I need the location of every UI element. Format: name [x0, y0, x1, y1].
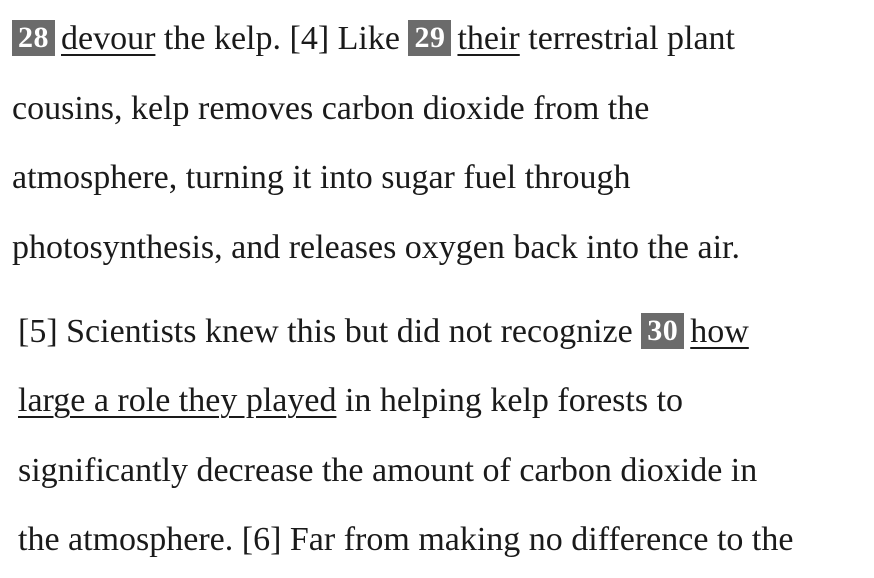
passage-line-7: significantly decrease the amount of car… — [18, 452, 758, 489]
passage-line-5: [5] Scientists knew this but did not rec… — [18, 312, 749, 352]
passage-line-6: large a role they played in helping kelp… — [18, 381, 683, 421]
passage-line-1: 28 devour the kelp. [4] Like 29 their terr… — [12, 19, 735, 59]
underlined-segment-29[interactable]: their — [457, 20, 520, 57]
passage-line-2: cousins, kelp removes carbon dioxide fro… — [12, 90, 650, 127]
question-number-29[interactable]: 29 — [408, 20, 452, 56]
question-number-28[interactable]: 28 — [12, 20, 55, 56]
passage-text: in helping kelp forests to — [336, 382, 684, 419]
passage-line-4: photosynthesis, and releases oxygen back… — [12, 229, 740, 266]
passage-line-3: atmosphere, turning it into sugar fuel t… — [12, 159, 631, 196]
passage-text: the kelp. [4] Like — [155, 20, 409, 57]
question-number-30[interactable]: 30 — [641, 313, 685, 349]
underlined-segment-30-part-2[interactable]: large a role they played — [18, 382, 337, 419]
underlined-segment-30-part-1[interactable]: how — [690, 313, 749, 350]
passage-text: terrestrial plant — [519, 20, 736, 57]
passage-line-8: the atmosphere. [6] Far from making no d… — [18, 521, 794, 558]
passage-text: [5] Scientists knew this but did not rec… — [18, 313, 642, 350]
underlined-segment-28[interactable]: devour — [61, 20, 156, 57]
